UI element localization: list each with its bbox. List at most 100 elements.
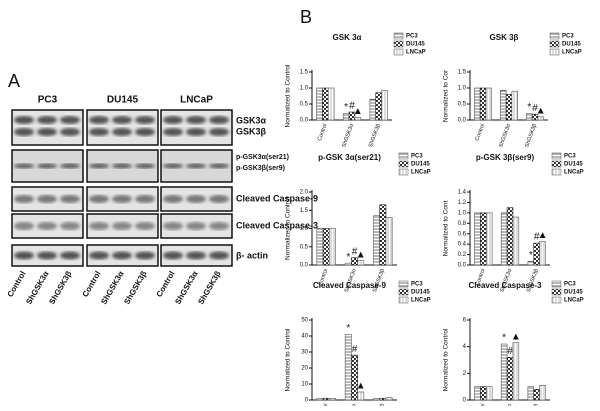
- legend-label: DU145: [411, 290, 430, 296]
- blot-row-label: GSK3α: [236, 115, 267, 125]
- y-tick-label: 0.0: [458, 118, 467, 124]
- y-tick-label: 10: [301, 382, 308, 388]
- blot-band: [186, 163, 206, 169]
- legend-label: DU145: [562, 42, 581, 48]
- bar: [474, 212, 481, 266]
- blot-band: [14, 128, 34, 136]
- blot-band: [37, 116, 57, 124]
- blot-band: [209, 222, 229, 230]
- blot-band: [112, 163, 132, 169]
- legend-label: PC3: [406, 34, 418, 40]
- blot-band: [163, 116, 183, 124]
- y-axis-label: Normalized to Cont: [443, 200, 450, 256]
- significance-mark: ▲: [356, 381, 366, 392]
- legend-label: LNCaP: [406, 50, 426, 56]
- blot-band: [186, 222, 206, 230]
- blot-band: [186, 195, 206, 203]
- legend-swatch: [549, 40, 560, 48]
- chart-title: p-GSK 3α(ser21): [318, 153, 381, 162]
- lane-label: ShGSK3β: [122, 269, 148, 306]
- bar: [351, 354, 358, 401]
- legend-swatch: [551, 288, 562, 296]
- legend-swatch: [551, 168, 562, 176]
- blot-band: [135, 195, 155, 203]
- blot-row-label: Cleaved Caspase-9: [236, 193, 318, 203]
- legend-label: PC3: [564, 154, 576, 160]
- bar: [485, 386, 493, 401]
- blot-band: [14, 251, 34, 260]
- bar: [506, 207, 514, 266]
- legend-label: LNCaP: [411, 170, 431, 176]
- blot-band: [14, 195, 34, 203]
- y-tick-label: 4: [463, 344, 467, 350]
- y-tick-label: 0.8: [458, 221, 467, 227]
- significance-mark: ▲: [538, 230, 548, 241]
- y-tick-label: 0.5: [300, 102, 309, 108]
- blot-band: [209, 251, 229, 260]
- blot-frame: [160, 109, 233, 146]
- bar: [379, 204, 387, 266]
- bar: [348, 111, 356, 121]
- significance-mark: *: [346, 323, 350, 334]
- bar: [322, 228, 330, 266]
- bar: [500, 212, 508, 266]
- bar: [485, 212, 493, 266]
- blot-band: [135, 116, 155, 124]
- blot-band: [89, 163, 109, 169]
- y-tick-label: 1.0: [300, 86, 309, 92]
- y-tick-label: 1.0: [458, 86, 467, 92]
- legend-swatch: [551, 152, 562, 160]
- legend-swatch: [549, 32, 560, 40]
- y-tick-label: 0.4: [458, 242, 467, 248]
- bar: [506, 357, 514, 401]
- blot-band: [37, 163, 57, 169]
- x-tick-label: Control: [475, 268, 487, 287]
- bar: [316, 87, 323, 121]
- bar: [537, 116, 544, 121]
- bar: [527, 386, 535, 401]
- lane-label: ShGSK3α: [24, 269, 50, 306]
- bar: [485, 87, 492, 121]
- bar: [526, 113, 533, 121]
- bar: [373, 398, 381, 401]
- bar: [322, 87, 329, 121]
- bar: [505, 94, 513, 121]
- legend-swatch: [551, 160, 562, 168]
- panel-label: A: [8, 71, 20, 91]
- significance-mark: #: [349, 101, 355, 112]
- y-tick-label: 1.5: [300, 208, 309, 214]
- bar: [385, 217, 393, 266]
- blot-row-label: p-GSK3α(ser21): [236, 154, 289, 161]
- bar: [539, 385, 546, 401]
- y-tick-label: 0.0: [458, 263, 467, 269]
- bar: [357, 260, 365, 266]
- y-tick-label: 0.5: [300, 244, 309, 250]
- legend-swatch: [398, 296, 409, 304]
- blot-band: [135, 128, 155, 136]
- bar: [500, 343, 508, 401]
- blot-band: [112, 222, 132, 230]
- lane-label: Control: [81, 270, 103, 299]
- legend-swatch: [398, 168, 409, 176]
- blot-band: [60, 163, 80, 169]
- legend-swatch: [398, 160, 409, 168]
- chart-title: GSK 3β: [490, 33, 519, 42]
- bar: [357, 391, 365, 401]
- y-tick-label: 0.6: [458, 231, 467, 237]
- blot-band: [60, 116, 80, 124]
- y-tick-label: 0.5: [458, 102, 467, 108]
- y-tick-label: 1.5: [458, 70, 467, 76]
- y-tick-label: 0.2: [458, 252, 467, 258]
- legend-label: DU145: [411, 162, 430, 168]
- significance-mark: #: [352, 246, 358, 257]
- blot-band: [135, 163, 155, 169]
- lane-label: ShGSK3β: [196, 269, 222, 306]
- chart-title: GSK 3α: [333, 33, 362, 42]
- x-tick-label: Control: [318, 268, 330, 287]
- bar: [381, 90, 388, 121]
- lane-label: ShGSK3β: [47, 269, 73, 306]
- legend-label: LNCaP: [411, 298, 431, 304]
- chart-title: p-GSK 3β(ser9): [476, 153, 535, 162]
- y-tick-label: 1.4: [458, 190, 467, 196]
- legend-swatch: [393, 32, 404, 40]
